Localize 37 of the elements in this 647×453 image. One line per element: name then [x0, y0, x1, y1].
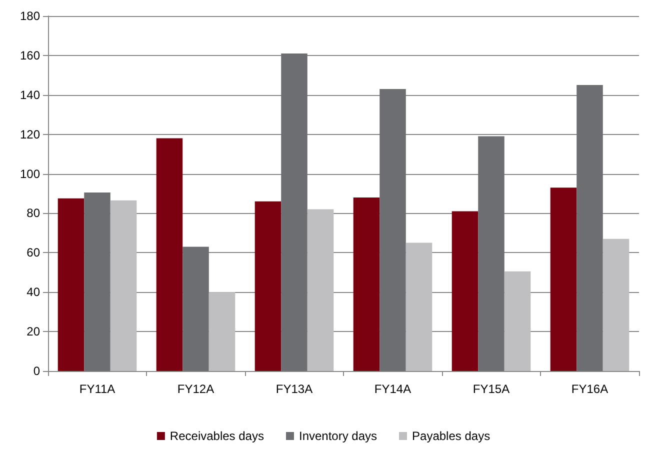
bar — [208, 292, 236, 371]
bar — [602, 238, 630, 371]
bar — [406, 242, 432, 371]
legend-label: Payables days — [412, 429, 490, 443]
y-tick-label: 20 — [26, 324, 40, 339]
y-tick-label: 100 — [20, 166, 40, 181]
x-tick-label: FY11A — [79, 382, 116, 396]
bar — [156, 138, 183, 371]
y-tick-label: 40 — [26, 285, 40, 300]
bar — [58, 198, 84, 371]
x-tick-label: FY15A — [472, 382, 510, 396]
bar — [452, 211, 478, 371]
x-tick-label: FY16A — [571, 382, 608, 396]
bar — [576, 85, 603, 371]
bar — [84, 192, 110, 371]
y-tick-label: 0 — [33, 364, 40, 378]
x-tick-label: FY12A — [177, 382, 214, 396]
bar — [254, 201, 282, 371]
y-tick-label: 80 — [26, 206, 40, 220]
bar — [478, 136, 504, 371]
bar — [307, 209, 334, 371]
y-tick-label: 140 — [20, 88, 40, 102]
bar — [182, 246, 209, 371]
bar — [110, 200, 137, 371]
y-tick-label: 180 — [20, 9, 40, 23]
y-tick-label: 120 — [20, 127, 40, 142]
bar — [550, 188, 577, 371]
bar — [380, 88, 406, 371]
bar — [504, 271, 531, 371]
legend-label: Receivables days — [170, 429, 264, 443]
bar — [353, 197, 380, 371]
x-tick-label: FY13A — [276, 382, 313, 396]
bar — [281, 53, 308, 371]
y-tick-label: 160 — [20, 48, 40, 62]
y-tick-label: 60 — [26, 246, 40, 260]
x-tick-label: FY14A — [374, 382, 412, 396]
legend-label: Inventory days — [298, 429, 378, 443]
